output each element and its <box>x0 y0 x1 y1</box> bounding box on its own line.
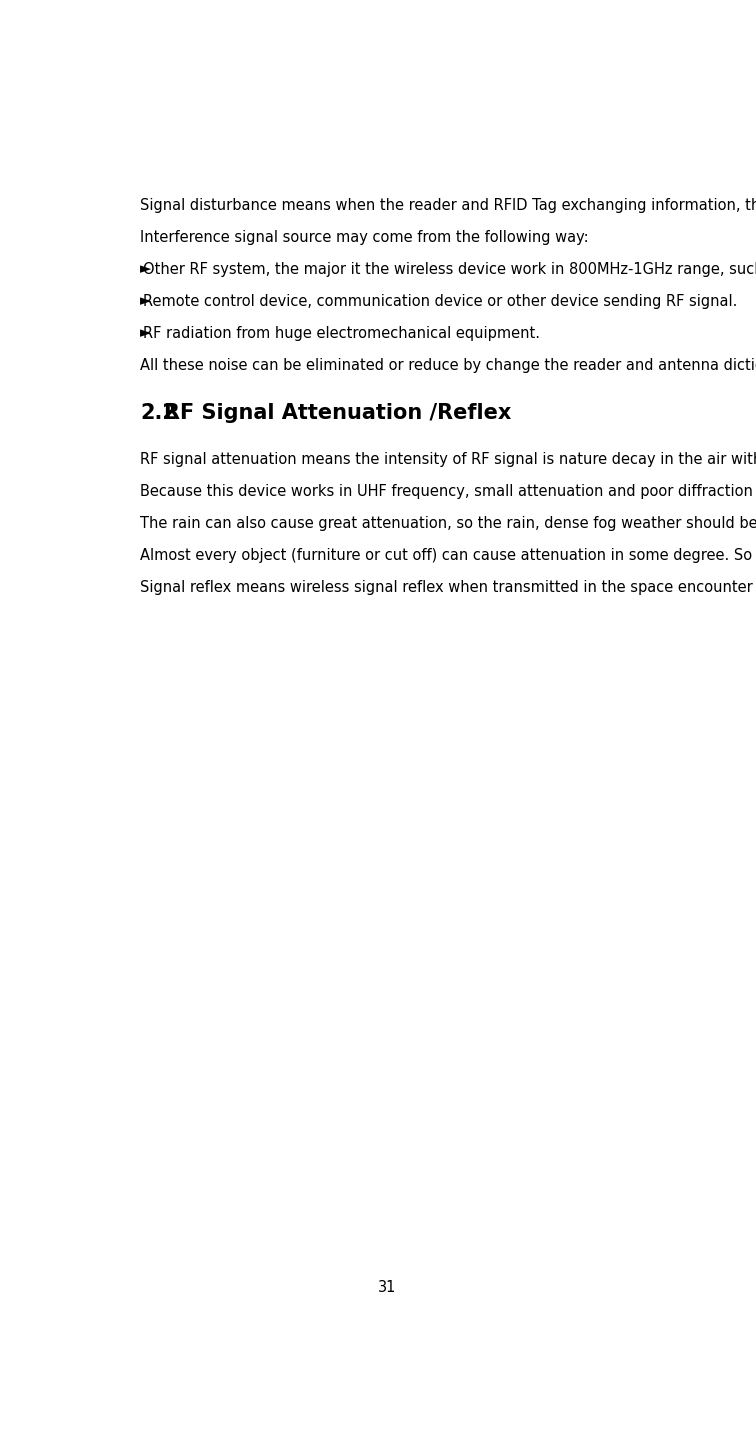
Text: RF signal attenuation means the intensity of RF signal is nature decay in the ai: RF signal attenuation means the intensit… <box>140 452 756 467</box>
Text: 2.2: 2.2 <box>140 403 177 423</box>
Text: Interference signal source may come from the following way:: Interference signal source may come from… <box>140 230 589 244</box>
Text: Other RF system, the major it the wireless device work in 800MHz-1GHz range, suc: Other RF system, the major it the wirele… <box>144 262 756 276</box>
Text: ►: ► <box>140 326 151 340</box>
Text: Because this device works in UHF frequency, small attenuation and poor diffracti: Because this device works in UHF frequen… <box>140 484 756 499</box>
Text: Signal disturbance means when the reader and RFID Tag exchanging information, th: Signal disturbance means when the reader… <box>140 198 756 212</box>
Text: ►: ► <box>140 262 151 276</box>
Text: All these noise can be eliminated or reduce by change the reader and antenna dic: All these noise can be eliminated or red… <box>140 358 756 372</box>
Text: ►: ► <box>140 294 151 308</box>
Text: 31: 31 <box>378 1280 397 1296</box>
Text: The rain can also cause great attenuation, so the rain, dense fog weather should: The rain can also cause great attenuatio… <box>140 516 756 531</box>
Text: RF radiation from huge electromechanical equipment.: RF radiation from huge electromechanical… <box>144 326 541 340</box>
Text: Almost every object (furniture or cut off) can cause attenuation in some degree.: Almost every object (furniture or cut of… <box>140 548 756 563</box>
Text: Remote control device, communication device or other device sending RF signal.: Remote control device, communication dev… <box>144 294 738 308</box>
Text: Signal reflex means wireless signal reflex when transmitted in the space encount: Signal reflex means wireless signal refl… <box>140 580 756 595</box>
Text: RF Signal Attenuation /Reflex: RF Signal Attenuation /Reflex <box>164 403 512 423</box>
